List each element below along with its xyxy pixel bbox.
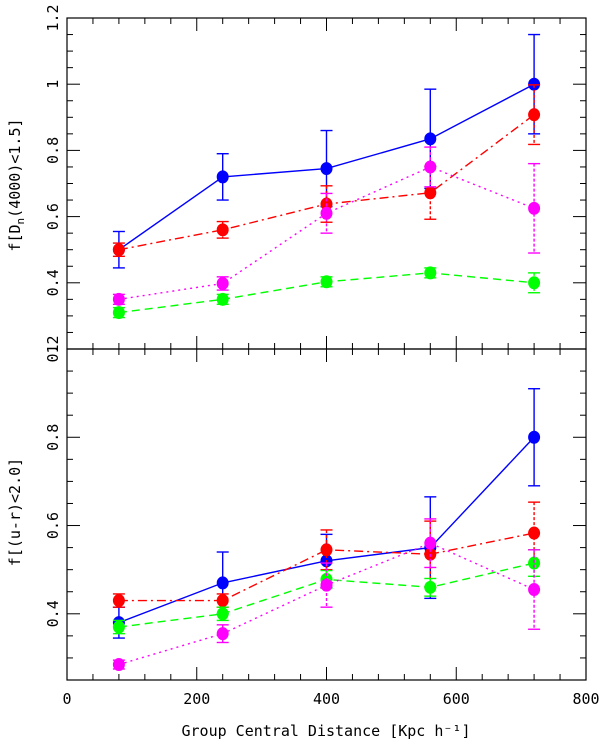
bottom-green-point bbox=[216, 607, 229, 621]
x-axis-label: Group Central Distance [Kpc h⁻¹] bbox=[182, 722, 471, 740]
top-green-point bbox=[424, 266, 437, 280]
top-green-point bbox=[112, 306, 125, 320]
bottom-y-tick-label: 1 bbox=[44, 344, 62, 353]
bottom-blue-point bbox=[216, 576, 229, 590]
top-y-tick-label: 0.2 bbox=[44, 335, 62, 362]
top-blue-point bbox=[320, 162, 333, 176]
bottom-green-point bbox=[424, 580, 437, 594]
bottom-green-point bbox=[112, 620, 125, 634]
top-magenta-point bbox=[424, 160, 437, 174]
bottom-magenta-point bbox=[528, 583, 541, 597]
bottom-red-point bbox=[112, 594, 125, 608]
bottom-y-axis-label: f[(u-r)<2.0] bbox=[6, 458, 24, 566]
top-magenta-point bbox=[528, 201, 541, 215]
top-series-magenta bbox=[112, 146, 541, 306]
top-red-point bbox=[216, 223, 229, 237]
top-blue-point bbox=[424, 132, 437, 146]
bottom-blue-point bbox=[528, 430, 541, 444]
top-red-point bbox=[112, 243, 125, 257]
top-series-green bbox=[112, 266, 541, 320]
bottom-plot-frame bbox=[66, 348, 587, 681]
bottom-red-point bbox=[320, 543, 333, 557]
top-green-point bbox=[528, 276, 541, 290]
x-tick-label: 0 bbox=[62, 690, 71, 708]
bottom-y-tick-label: 0.4 bbox=[44, 600, 62, 627]
bottom-y-tick-label: 0.8 bbox=[44, 424, 62, 451]
top-y-tick-label: 0.6 bbox=[44, 203, 62, 230]
top-y-tick-label: 1.2 bbox=[44, 4, 62, 31]
top-magenta-point bbox=[320, 206, 333, 220]
top-magenta-point bbox=[216, 276, 229, 290]
top-red-point bbox=[424, 186, 437, 200]
bottom-magenta-point bbox=[320, 578, 333, 592]
bottom-magenta-point bbox=[424, 536, 437, 550]
bottom-red-point bbox=[216, 594, 229, 608]
top-y-tick-label: 0.4 bbox=[44, 269, 62, 296]
bottom-panel: 0.4 0.6 0.8 1 0 200 400 600 800 f[(u-r)<2.0] Gr… bbox=[6, 344, 600, 740]
top-y-tick-label: 0.8 bbox=[44, 137, 62, 164]
x-tick-label: 200 bbox=[183, 690, 210, 708]
bottom-magenta-point bbox=[216, 627, 229, 641]
bottom-y-tick-label: 0.6 bbox=[44, 512, 62, 539]
x-tick-label: 400 bbox=[313, 690, 340, 708]
top-red-point bbox=[528, 108, 541, 122]
top-y-axis-label: f[Dn(4000)<1.5] bbox=[6, 118, 27, 251]
bottom-magenta-point bbox=[112, 658, 125, 672]
top-green-point bbox=[320, 275, 333, 289]
x-tick-label: 600 bbox=[443, 690, 470, 708]
bottom-red-point bbox=[528, 526, 541, 540]
x-tick-label: 800 bbox=[572, 690, 599, 708]
top-y-tick-label: 1 bbox=[44, 80, 62, 89]
top-blue-point bbox=[216, 170, 229, 184]
top-magenta-point bbox=[112, 292, 125, 306]
top-panel: 0.2 0.4 0.6 0.8 1 1.2 f[Dn(4000)<1.5] bbox=[6, 4, 587, 363]
bottom-series-magenta bbox=[112, 518, 541, 672]
top-green-point bbox=[216, 292, 229, 306]
